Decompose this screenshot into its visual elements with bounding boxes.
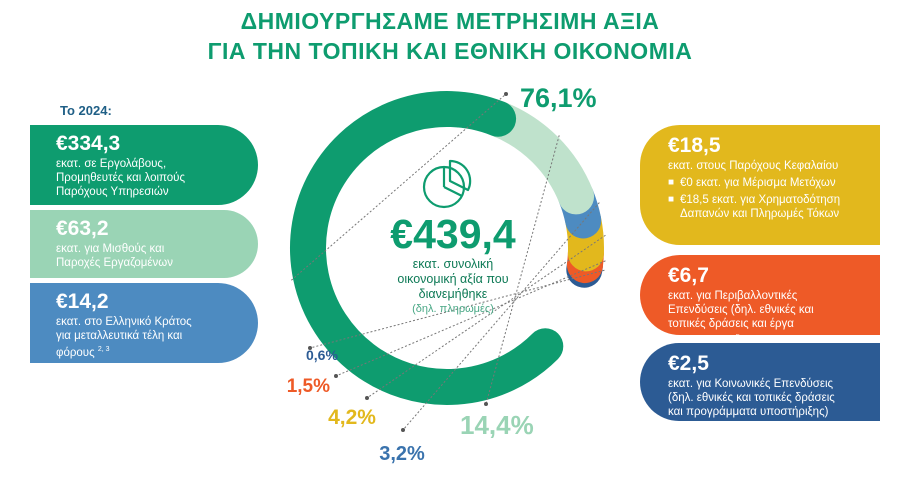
- card-text: Παρόχους Υπηρεσιών: [56, 186, 169, 198]
- leader-dot: [365, 396, 369, 400]
- card-state: €14,2 εκατ. στο Ελληνικό Κράτος για μετα…: [30, 283, 258, 363]
- card-text-part: φόρους: [56, 346, 95, 359]
- leader-dot: [334, 374, 338, 378]
- footnote-ref: 2, 3: [97, 346, 110, 353]
- card-text: εκατ. στο Ελληνικό Κράτος: [56, 316, 192, 328]
- leader-dot: [484, 402, 488, 406]
- donut-slice-1: [290, 91, 564, 405]
- bullet-item: ■ €0 εκατ. για Μέρισμα Μετόχων: [668, 176, 870, 190]
- card-environmental: €6,7 εκατ. για Περιβαλλοντικές Επενδύσει…: [640, 255, 880, 347]
- bullet-icon: ■: [668, 177, 675, 188]
- leader-line: [485, 135, 560, 405]
- total-desc-line3: διανεμήθηκε: [419, 287, 488, 301]
- card-text: Προμηθευτές και λοιπούς: [56, 172, 186, 184]
- card-text: Παροχές Εργαζομένων: [56, 257, 174, 269]
- card-amount: €14,2: [56, 290, 109, 313]
- card-amount: €6,7: [668, 264, 709, 287]
- page-title-line1: ΔΗΜΙΟΥΡΓΗΣΑΜΕ ΜΕΤΡΗΣΙΜΗ ΑΞΙΑ: [240, 8, 660, 34]
- leader-line: [290, 93, 507, 281]
- percent-label: 4,2%: [328, 406, 376, 429]
- percent-label: 1,5%: [287, 376, 330, 397]
- donut-slices: [290, 91, 604, 405]
- percent-label: 14,4%: [460, 410, 534, 440]
- percent-labels: 76,1% 14,4% 3,2%4,2% 1,5% 0,6%: [287, 83, 597, 465]
- percent-label: 0,6%: [306, 347, 338, 363]
- card-social: €2,5 εκατ. για Κοινωνικές Επενδύσεις (δη…: [640, 343, 880, 421]
- bullet-text: €0 εκατ. για Μέρισμα Μετόχων: [680, 177, 836, 189]
- footnote-ref: 5: [735, 334, 740, 341]
- total-desc-line1: εκατ. συνολική: [413, 257, 494, 271]
- page-title-line2: ΓΙΑ ΤΗΝ ΤΟΠΙΚΗ ΚΑΙ ΕΘΝΙΚΗ ΟΙΚΟΝΟΜΙΑ: [207, 38, 693, 64]
- leader-line: [309, 269, 605, 349]
- card-suppliers: €334,3 εκατ. σε Εργολάβους, Προμηθευτές …: [30, 125, 258, 205]
- card-amount: €18,5: [668, 134, 721, 157]
- bullet-text-line: Δαπανών και Πληρωμές Τόκων: [680, 208, 840, 220]
- card-text: και προγράμματα υποστήριξης): [668, 406, 829, 418]
- card-text: εκατ. σε Εργολάβους,: [56, 158, 167, 170]
- leader-lines: [290, 92, 606, 432]
- card-text: Επενδύσεις (δηλ. εθνικές και: [668, 304, 814, 316]
- leader-dot: [308, 346, 312, 350]
- card-text: για μεταλλευτικά τέλη και: [56, 330, 183, 342]
- card-amount: €334,3: [56, 132, 121, 155]
- card-text: τοπικές δράσεις και έργα: [668, 318, 794, 330]
- bullet-text: €18,5 εκατ. για Χρηματοδότηση Δαπανών και…: [680, 193, 840, 221]
- card-wages: €63,2 εκατ. για Μισθούς και Παροχές Εργα…: [30, 210, 258, 278]
- total-desc-line4: (δηλ. πληρωμές): [412, 303, 494, 315]
- year-label: Το 2024:: [60, 103, 112, 118]
- percent-label: 76,1%: [520, 83, 597, 113]
- card-amount: €63,2: [56, 217, 109, 240]
- percent-label: 3,2%: [379, 443, 425, 465]
- leader-dot: [401, 428, 405, 432]
- card-capital: €18,5 εκατ. στους Παρόχους Κεφαλαίου ■ €…: [640, 125, 880, 245]
- leader-line: [366, 234, 606, 399]
- card-amount: €2,5: [668, 352, 709, 375]
- bullet-item: ■ €18,5 εκατ. για Χρηματοδότηση Δαπανών κ…: [668, 193, 870, 221]
- total-value: €439,4: [390, 211, 516, 257]
- leader-dot: [504, 92, 508, 96]
- bullet-icon: ■: [668, 194, 675, 205]
- bullet-text-line: €18,5 εκατ. για Χρηματοδότηση: [680, 194, 841, 206]
- total-desc-line2: οικονομική αξία που: [397, 272, 508, 286]
- card-text: εκατ. στους Παρόχους Κεφαλαίου: [668, 160, 839, 172]
- card-text: φόρους 2, 3: [56, 343, 248, 360]
- card-text: εκατ. για Περιβαλλοντικές: [668, 290, 798, 302]
- leader-line: [335, 260, 606, 377]
- card-text: (δηλ. εθνικές και τοπικές δράσεις: [668, 392, 835, 404]
- card-text: εκατ. για Κοινωνικές Επενδύσεις: [668, 378, 834, 390]
- card-text: εκατ. για Μισθούς και: [56, 243, 165, 255]
- pie-chart-icon: [422, 159, 472, 209]
